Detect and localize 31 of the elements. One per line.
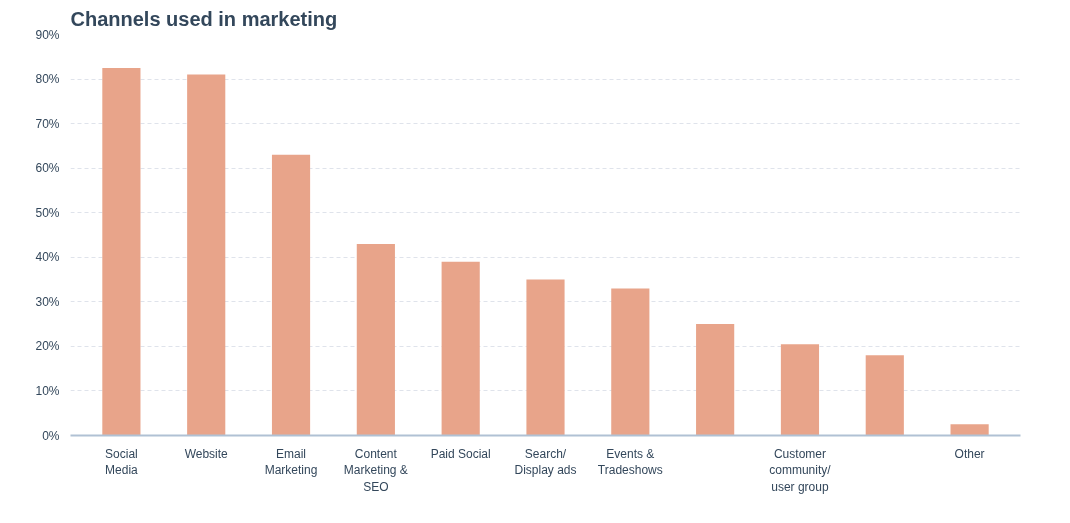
x-tick-label: Events & Tradeshows bbox=[597, 446, 663, 478]
y-tick-label: 20% bbox=[35, 339, 60, 354]
bar bbox=[611, 288, 650, 436]
x-tick-label: Website bbox=[184, 446, 229, 461]
y-tick-label: 0% bbox=[42, 428, 60, 443]
bar bbox=[526, 279, 565, 436]
x-tick-label: Content Marketing & SEO bbox=[343, 446, 408, 495]
y-tick-label: 70% bbox=[35, 116, 60, 131]
x-tick-label: Customer community/ user group bbox=[769, 446, 832, 495]
y-tick-label: 90% bbox=[35, 27, 60, 42]
x-tick-label: Search/ Display ads bbox=[514, 446, 577, 478]
bar bbox=[102, 67, 141, 436]
x-tick-label: Paid Social bbox=[430, 446, 491, 461]
y-tick-label: 10% bbox=[35, 383, 60, 398]
bar bbox=[696, 324, 735, 436]
y-tick-label: 30% bbox=[35, 294, 60, 309]
x-tick-label: Email Marketing bbox=[264, 446, 318, 478]
bar bbox=[271, 154, 311, 436]
bar bbox=[865, 355, 904, 436]
y-tick-label: 80% bbox=[35, 72, 60, 87]
y-tick-label: 60% bbox=[35, 161, 60, 176]
chart-title: Channels used in marketing bbox=[70, 7, 338, 30]
x-tick-label: Other bbox=[954, 446, 985, 461]
bar bbox=[950, 424, 989, 436]
x-tick-label: Social Media bbox=[105, 446, 139, 478]
y-tick-label: 50% bbox=[35, 205, 60, 220]
bar bbox=[187, 74, 226, 436]
bar bbox=[780, 344, 820, 436]
y-tick-label: 40% bbox=[35, 250, 60, 265]
bar bbox=[356, 243, 395, 436]
bar bbox=[441, 261, 480, 436]
